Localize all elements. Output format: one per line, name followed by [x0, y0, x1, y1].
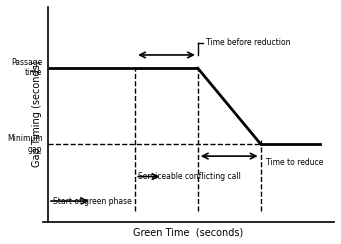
X-axis label: Green Time  (seconds): Green Time (seconds): [133, 227, 243, 237]
Text: Time to reduce: Time to reduce: [266, 158, 323, 167]
Text: Passage
time: Passage time: [11, 58, 43, 77]
Text: Minimum
gap: Minimum gap: [7, 134, 43, 153]
Y-axis label: Gap Timing (seconds): Gap Timing (seconds): [32, 61, 43, 167]
Text: Start of green phase: Start of green phase: [54, 197, 132, 205]
Text: Serviceable conflicting call: Serviceable conflicting call: [138, 172, 241, 181]
Text: Time before reduction: Time before reduction: [206, 38, 291, 47]
